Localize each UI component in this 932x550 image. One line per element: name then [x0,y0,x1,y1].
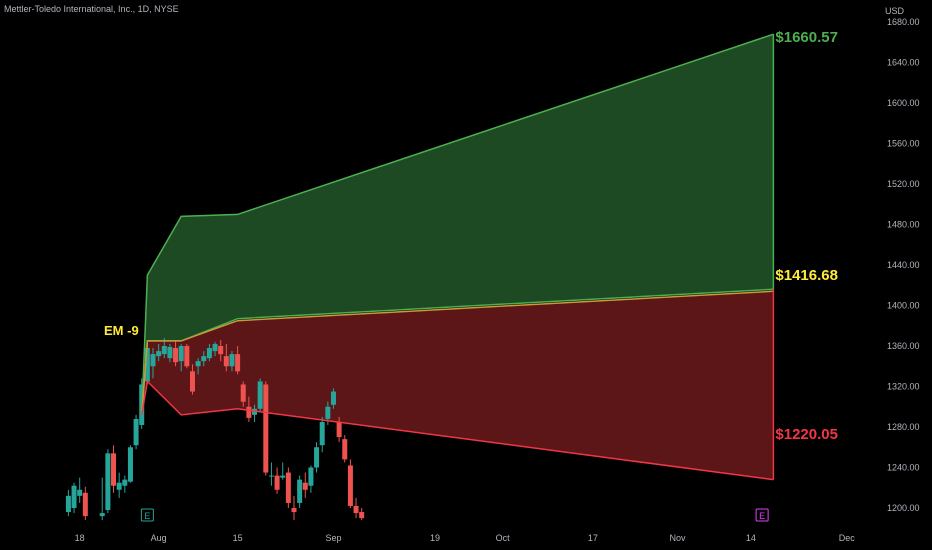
candle-body [173,348,179,363]
candle-body [308,467,314,486]
candle-body [263,384,269,473]
x-tick-label: Nov [670,533,687,543]
candle-body [195,361,201,367]
candle-body [246,406,252,418]
candle-body [201,356,207,362]
candle-body [127,447,133,482]
candle-body [178,346,184,362]
candle-body [105,453,111,511]
y-tick-label: 1200.00 [887,503,920,513]
earnings-marker-box[interactable] [755,508,769,522]
chart-annotations: EM -9 $1660.57 $1416.68 $1220.05 [104,29,838,480]
lower-band-fill [141,291,774,480]
candle-body [77,489,83,496]
candle-body [82,492,88,517]
candle-body [302,482,308,490]
x-tick-label: 18 [75,533,85,543]
candle-body [167,347,173,359]
candle-body [212,343,218,352]
candle-body [184,346,190,367]
y-tick-label: 1680.00 [887,17,920,27]
y-tick-label: 1360.00 [887,341,920,351]
candle-body [161,346,167,355]
candle-body [285,472,291,503]
x-tick-label: 14 [746,533,756,543]
em-label: EM -9 [104,323,139,338]
candle-body [319,421,325,446]
candle-body [65,495,71,513]
mid-lower-line [140,290,774,415]
y-axis[interactable]: USD 1200.00 1240.00 1280.00 1320.00 1360.00 1… [885,6,920,513]
upper-band-line [140,33,774,415]
candle-body [268,475,274,477]
candle-body [71,485,77,508]
y-tick-label: 1240.00 [887,463,920,473]
candle-body [330,391,336,405]
x-tick-label: Oct [496,533,511,543]
x-tick-label: Sep [325,533,341,543]
lower-band-line [140,379,774,481]
price-annotation: $1220.05 [775,426,838,443]
candle-body [347,465,353,506]
candle-body [235,354,241,372]
upper-band-fill [141,34,774,415]
candle-body [122,479,128,486]
expected-move-bands [141,34,774,480]
candle-body [156,351,162,357]
candle-body [229,354,235,367]
candle-body [240,384,246,402]
candle-body [336,421,342,438]
y-tick-label: 1640.00 [887,58,920,68]
candle-body [223,356,229,367]
candle-body [274,475,280,490]
candle-body [280,475,286,478]
y-tick-label: 1600.00 [887,98,920,108]
x-tick-label: 17 [588,533,598,543]
x-tick-label: 19 [430,533,440,543]
candle-body [116,482,122,490]
candle-body [291,508,297,513]
candle-body [325,406,331,419]
chart-title: Mettler-Toledo International, Inc., 1D, … [4,4,179,14]
x-tick-label: Dec [839,533,856,543]
x-axis[interactable]: 18 Aug 15 Sep 19 Oct 17 Nov 14 Dec [75,533,856,543]
earnings-marker-label: E [759,511,765,521]
x-tick-label: Aug [151,533,167,543]
earnings-marker-label: E [144,511,150,521]
candle-body [206,348,212,359]
y-tick-label: 1400.00 [887,301,920,311]
candle-body [257,381,263,409]
x-tick-label: 15 [233,533,243,543]
y-tick-label: 1440.00 [887,260,920,270]
candle-body [133,418,139,446]
candle-body [150,354,156,367]
candle-body [314,447,320,468]
candle-body [144,348,150,382]
y-tick-label: 1320.00 [887,382,920,392]
price-annotation: $1416.68 [775,267,838,284]
candle-body [353,505,359,514]
candle-body [297,479,303,503]
y-tick-label: 1480.00 [887,220,920,230]
candle-body [189,371,195,392]
candle-body [342,439,348,460]
candle-body [252,408,258,415]
candle-body [111,453,117,486]
candle-body [99,513,105,517]
candle-body [359,512,365,519]
y-axis-currency-label: USD [885,6,905,16]
price-annotation: $1660.57 [775,29,838,46]
y-tick-label: 1280.00 [887,422,920,432]
earnings-marker-box[interactable] [140,508,154,522]
candle-body [218,346,224,355]
y-tick-label: 1560.00 [887,139,920,149]
y-tick-label: 1520.00 [887,179,920,189]
